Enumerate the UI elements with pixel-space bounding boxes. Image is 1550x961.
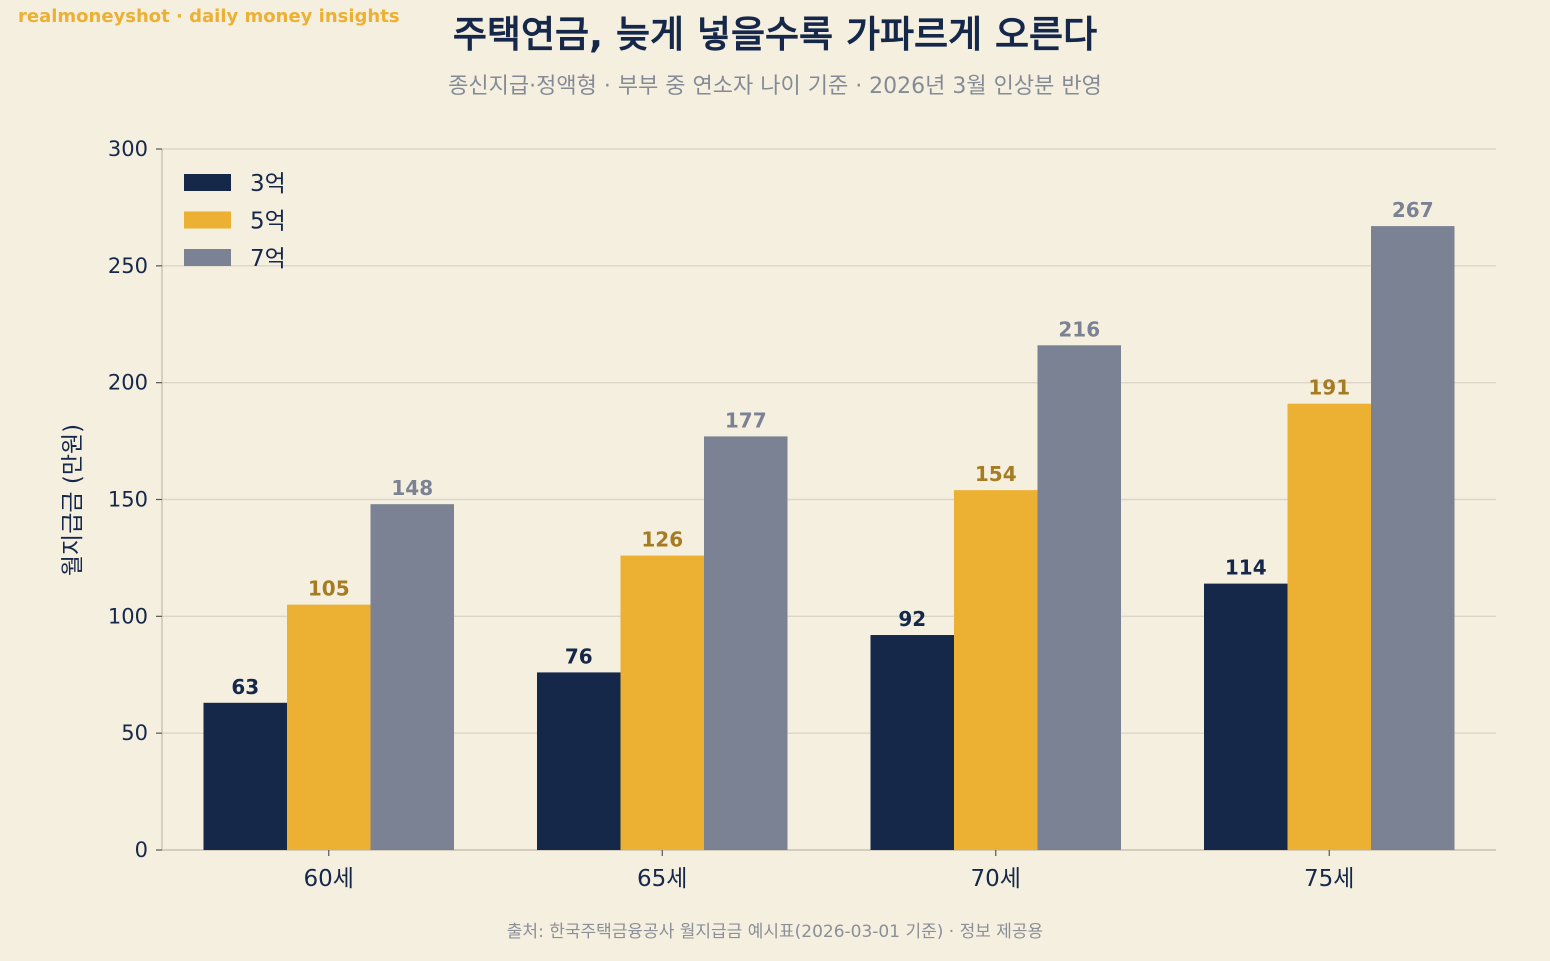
- brand-watermark: realmoneyshot · daily money insights: [18, 6, 400, 27]
- bar: [620, 555, 704, 850]
- bar-value-label: 216: [1058, 317, 1100, 341]
- bar-value-label: 126: [641, 528, 683, 552]
- bar-value-label: 92: [898, 607, 926, 631]
- source-note: 출처: 한국주택금융공사 월지급금 예시표(2026-03-01 기준) · 정…: [506, 922, 1044, 942]
- y-axis-label: 월지급금 (만원): [60, 424, 86, 576]
- x-tick-label: 75세: [1304, 866, 1354, 892]
- bar: [287, 604, 371, 850]
- y-tick-label: 200: [108, 371, 148, 395]
- y-axis-ticks: 0 50 100 150 200 250 300: [108, 137, 162, 862]
- value-labels: 63 105 148 76 126 177 92 154 216 114 191 267: [231, 198, 1433, 699]
- y-tick-label: 100: [108, 604, 148, 628]
- bar-value-label: 76: [565, 644, 593, 668]
- bar: [704, 436, 788, 850]
- x-axis-ticks: 60세 65세 70세 75세: [304, 850, 1354, 892]
- bar-value-label: 191: [1308, 376, 1350, 400]
- bar-value-label: 177: [725, 408, 767, 432]
- y-tick-label: 50: [121, 721, 148, 745]
- bar: [1037, 345, 1121, 850]
- bar-value-label: 63: [231, 675, 259, 699]
- bar-value-label: 148: [391, 476, 433, 500]
- chart-title: 주택연금, 늦게 넣을수록 가파르게 오른다: [452, 13, 1098, 56]
- bar: [1204, 583, 1288, 850]
- bar-value-label: 105: [308, 577, 350, 601]
- chart-subtitle: 종신지급·정액형 · 부부 중 연소자 나이 기준 · 2026년 3월 인상분…: [448, 74, 1102, 99]
- legend-label: 7억: [250, 246, 286, 272]
- y-tick-label: 0: [135, 838, 148, 862]
- y-tick-label: 250: [108, 254, 148, 278]
- bar: [370, 504, 454, 850]
- bar: [203, 702, 287, 850]
- legend-swatch: [184, 174, 231, 191]
- legend-swatch: [184, 249, 231, 266]
- legend-swatch: [184, 211, 231, 229]
- bars: [203, 226, 1455, 851]
- bar: [870, 635, 954, 850]
- x-tick-label: 65세: [637, 866, 687, 892]
- bar: [537, 672, 621, 850]
- legend-label: 3억: [250, 171, 286, 197]
- bar: [1287, 403, 1371, 850]
- x-tick-label: 60세: [304, 866, 354, 892]
- bar-value-label: 154: [975, 462, 1017, 486]
- bar-value-label: 114: [1225, 556, 1267, 580]
- legend-label: 5억: [250, 209, 286, 235]
- bar: [1371, 226, 1455, 851]
- y-tick-label: 300: [108, 137, 148, 161]
- bar: [954, 490, 1038, 850]
- y-tick-label: 150: [108, 488, 148, 512]
- bar-value-label: 267: [1392, 198, 1434, 222]
- legend: 3억 5억 7억: [184, 171, 286, 272]
- x-tick-label: 70세: [971, 866, 1021, 892]
